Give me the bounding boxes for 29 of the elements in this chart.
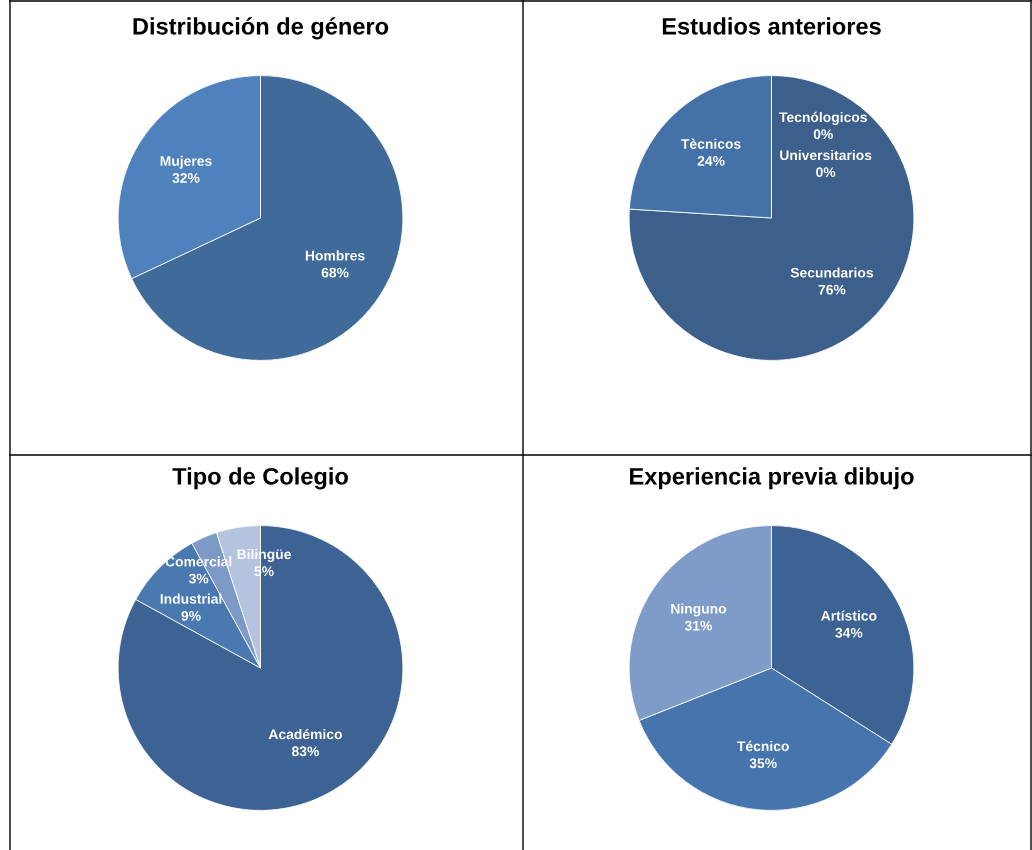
data-label: 24% [697, 156, 725, 166]
chart-title: Tipo de Colegio [172, 467, 348, 490]
pie-slice [117, 525, 404, 811]
data-label: 83% [291, 746, 319, 757]
data-label: 3% [188, 573, 209, 584]
data-label: 9% [181, 610, 201, 621]
chart-title: Estudios anteriores [662, 17, 881, 35]
slice-label: Industrial [160, 593, 222, 604]
slice-label: Mujeres [160, 155, 212, 169]
slice-label: Ninguno [671, 603, 727, 617]
text: 0% [816, 167, 836, 178]
data-label: 68% [321, 267, 349, 278]
slice-label: Artístico [821, 610, 877, 621]
data-label: 32% [172, 173, 200, 183]
text: 0% [813, 129, 833, 140]
chart-title: Distribución de género [133, 17, 389, 40]
chart-title: Experiencia previa dibujo [630, 467, 914, 490]
slice-label: Académico [268, 728, 342, 740]
pie-slice [628, 75, 915, 361]
data-label: 35% [749, 758, 777, 769]
slice-label: Hombres [305, 250, 365, 261]
category-label: Tecnólogicos [779, 111, 867, 125]
slice-label: Tècnicos [681, 138, 741, 149]
slice-label: Secundarios [790, 267, 874, 278]
slice-label: Técnico [737, 740, 789, 752]
data-label: 34% [835, 627, 863, 638]
data-label: 76% [818, 284, 846, 295]
category-label: Universitarios [780, 149, 872, 161]
data-label: 31% [684, 620, 713, 631]
